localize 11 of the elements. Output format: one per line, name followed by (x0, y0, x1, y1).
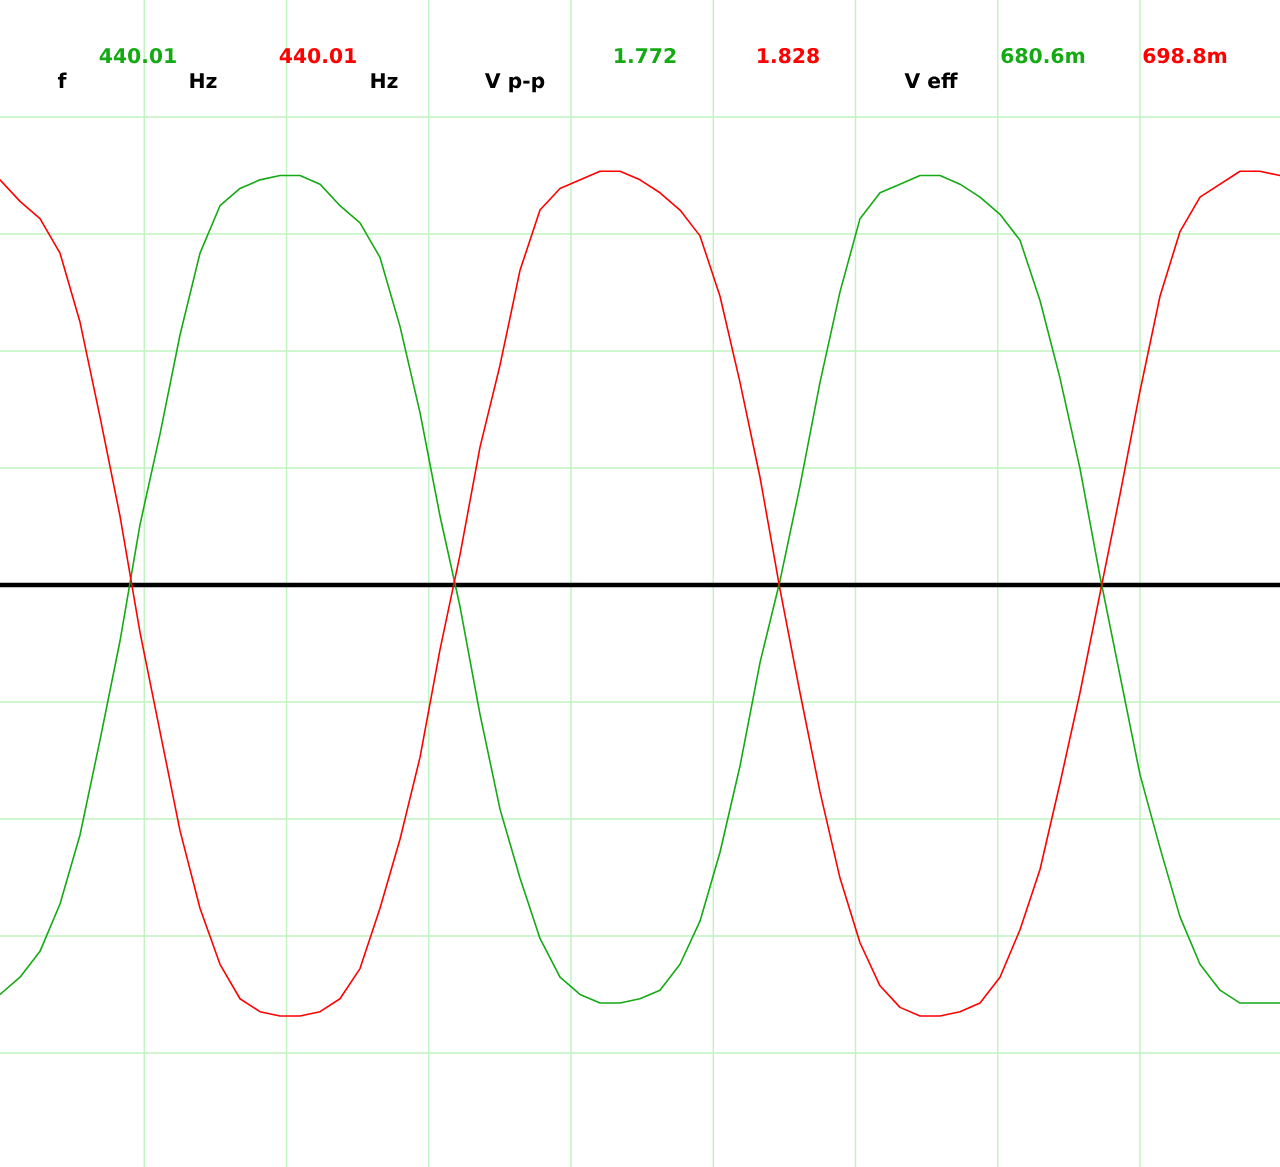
text: V p-p (484, 73, 545, 93)
text: V eff (904, 72, 958, 89)
text: 1.772 (615, 47, 676, 63)
text: Hz (371, 73, 398, 88)
text: Hz (190, 73, 217, 88)
text: f (57, 72, 67, 88)
text: 698.8m (1143, 47, 1227, 64)
text: 680.6m (1001, 47, 1085, 64)
text: 440.01 (279, 47, 356, 64)
text: 440.01 (99, 47, 176, 64)
text: 1.828 (758, 47, 819, 64)
